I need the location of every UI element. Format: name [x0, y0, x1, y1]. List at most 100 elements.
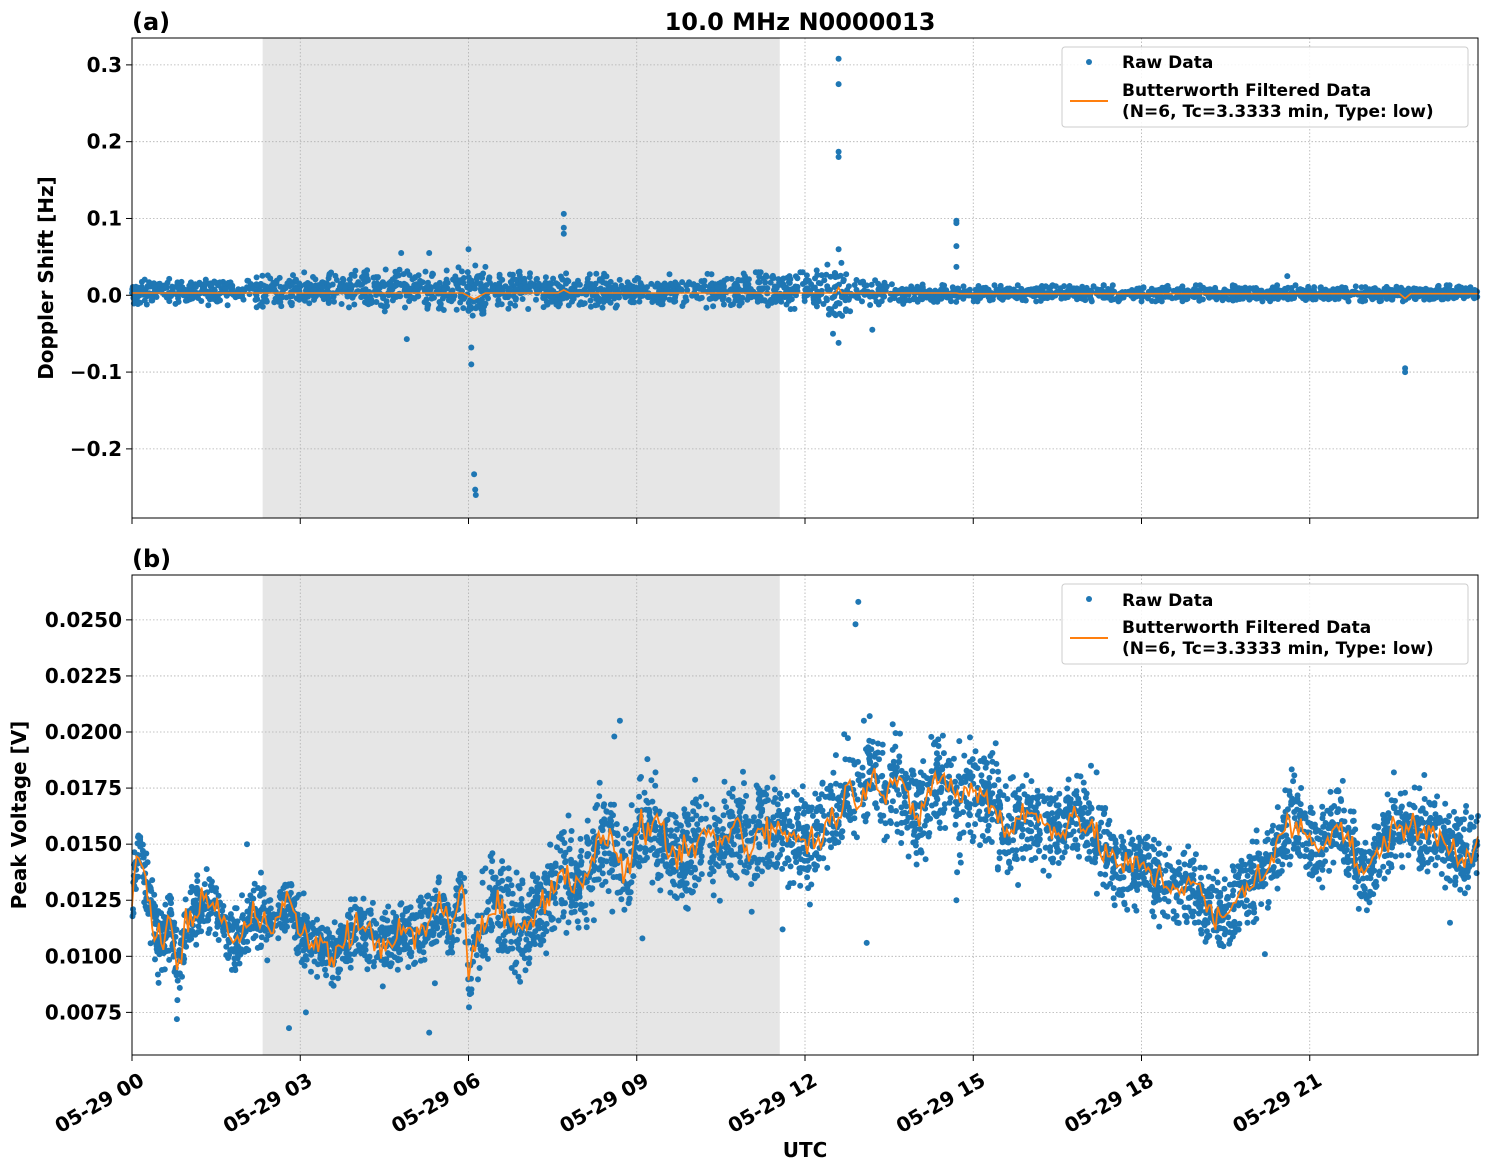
panel-b-raw-point	[1126, 829, 1133, 836]
panel-a-raw-point	[310, 274, 316, 280]
panel-a-raw-point	[320, 296, 327, 303]
panel-b-raw-point	[1081, 787, 1088, 794]
panel-b-raw-point	[729, 785, 736, 792]
panel-a-raw-point	[654, 280, 661, 287]
panel-a-raw-point	[254, 296, 261, 303]
panel-b-raw-point	[709, 878, 716, 885]
panel-a-legend-filtered-params: (N=6, Tc=3.3333 min, Type: low)	[1122, 102, 1434, 122]
panel-a-raw-point	[346, 304, 352, 311]
panel-a-raw-point	[619, 284, 626, 291]
panel-b-raw-point	[1287, 853, 1294, 860]
panel-a-raw-point	[835, 339, 842, 346]
panel-b-raw-point	[597, 856, 604, 863]
panel-b-raw-point	[1341, 807, 1347, 814]
panel-a-raw-point	[883, 283, 890, 290]
panel-a-raw-point	[1281, 285, 1288, 292]
panel-b-raw-point	[620, 835, 627, 842]
panel-b-raw-point	[896, 791, 902, 798]
panel-a-raw-point	[276, 274, 283, 281]
panel-a-raw-point	[727, 302, 734, 309]
panel-b-raw-point	[1004, 796, 1011, 802]
panel-a-raw-point	[296, 280, 303, 287]
panel-a-raw-point	[268, 283, 275, 289]
panel-b-raw-point	[1004, 869, 1011, 876]
panel-a-raw-point	[326, 272, 333, 279]
panel-a-ytick-label: −0.1	[70, 360, 122, 384]
panel-b-raw-point	[774, 854, 781, 861]
panel-b-raw-point	[335, 975, 341, 982]
panel-a-raw-point	[614, 293, 621, 300]
panel-a-raw-point	[512, 296, 519, 303]
panel-a-raw-point	[195, 295, 202, 301]
panel-a-raw-point	[600, 299, 607, 305]
panel-b-raw-point	[300, 956, 307, 963]
panel-a-raw-point	[794, 275, 801, 282]
panel-a-raw-point	[840, 276, 847, 283]
panel-b-raw-point	[1162, 867, 1169, 874]
panel-b-raw-point	[1059, 854, 1066, 861]
panel-a-raw-point	[781, 284, 788, 291]
panel-b-raw-point	[1350, 817, 1357, 824]
panel-a-raw-point	[999, 296, 1006, 303]
panel-a-raw-point	[469, 312, 476, 319]
panel-a-raw-point	[516, 268, 523, 275]
panel-b-raw-point	[1362, 839, 1369, 846]
panel-a-raw-point	[474, 303, 481, 310]
panel-b-raw-point	[972, 748, 979, 755]
panel-a-raw-point	[465, 274, 472, 281]
panel-a-raw-point	[507, 271, 513, 278]
panel-a-raw-point	[953, 243, 960, 250]
panel-b-raw-point	[995, 776, 1002, 783]
panel-a-raw-point	[802, 279, 809, 285]
panel-a-raw-point	[1229, 282, 1236, 289]
panel-a-raw-point	[588, 303, 594, 310]
panel-b-raw-point	[1434, 793, 1441, 800]
panel-a-raw-point	[953, 298, 960, 305]
panel-a-raw-point	[1184, 287, 1191, 294]
panel-b-raw-point	[489, 858, 496, 864]
panel-a-raw-point	[389, 286, 396, 293]
panel-b-raw-point	[957, 859, 964, 866]
panel-a-raw-point	[175, 298, 182, 305]
panel-b-raw-point	[1093, 890, 1100, 897]
panel-b-raw-point	[636, 775, 643, 782]
panel-a-raw-point	[495, 297, 502, 304]
panel-a-raw-point	[364, 275, 371, 282]
panel-a-legend-filtered-label: Butterworth Filtered Data	[1122, 81, 1371, 101]
panel-b-raw-point	[511, 929, 518, 936]
panel-a-raw-point	[253, 304, 260, 311]
panel-a-raw-point	[486, 274, 493, 281]
panel-a-raw-point	[512, 302, 519, 309]
panel-b-raw-point	[1185, 843, 1192, 850]
panel-a-raw-point	[424, 305, 431, 312]
panel-a-raw-point	[1426, 296, 1433, 303]
panel-b-raw-point	[1047, 786, 1053, 793]
panel-a-raw-point	[279, 294, 286, 301]
panel-a-raw-point	[636, 298, 643, 305]
panel-a-raw-point	[259, 272, 266, 279]
panel-a-raw-point	[863, 282, 870, 289]
panel-b-raw-point	[1235, 863, 1242, 870]
panel-b-raw-point	[1461, 890, 1468, 897]
panel-b-raw-point	[1159, 909, 1166, 916]
panel-a-raw-point	[953, 220, 960, 227]
panel-a-raw-point	[388, 278, 394, 285]
panel-b-raw-point	[568, 837, 574, 844]
panel-a-raw-point	[402, 285, 409, 291]
panel-a-raw-point	[374, 280, 381, 287]
panel-b-raw-point	[563, 929, 570, 936]
panel-a-raw-point	[288, 289, 295, 295]
panel-b-raw-point	[1072, 836, 1079, 843]
panel-a-raw-point	[525, 306, 532, 312]
panel-a-raw-point	[631, 277, 638, 284]
panel-a-raw-point	[470, 298, 477, 305]
panel-a-raw-point	[919, 284, 926, 291]
panel-a-raw-point	[560, 230, 567, 237]
panel-a-raw-point	[141, 276, 148, 283]
panel-a-raw-point	[326, 282, 333, 289]
panel-a-raw-point	[1439, 294, 1446, 301]
panel-b-raw-point	[1045, 872, 1052, 879]
panel-a-raw-point	[833, 300, 840, 307]
panel-b-raw-point	[508, 938, 515, 945]
panel-a-raw-point	[478, 283, 485, 290]
